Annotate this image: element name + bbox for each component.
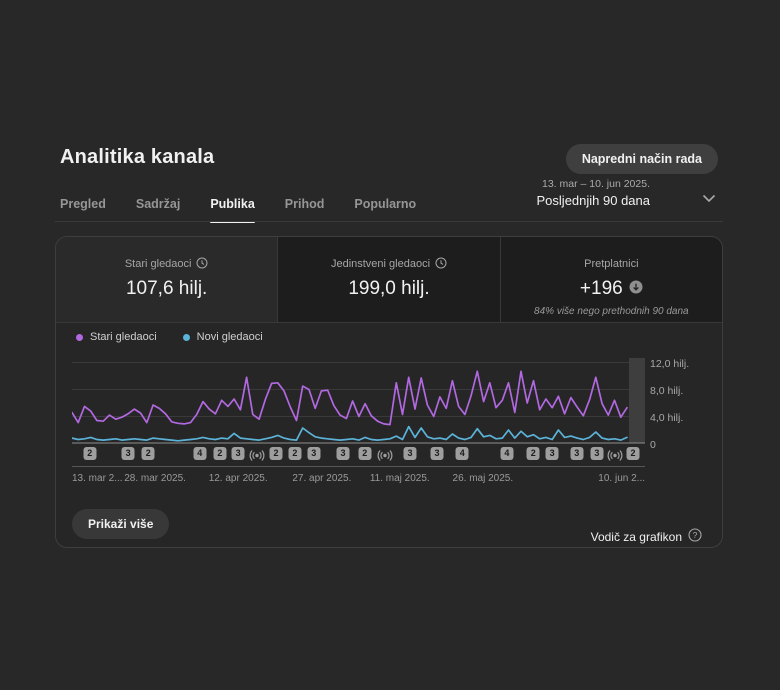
tab-label: Publika (210, 197, 255, 211)
metric-card-stari-gledaoci[interactable]: Stari gledaoci 107,6 hilj. (56, 237, 278, 322)
tab-label: Pregled (60, 197, 106, 211)
chevron-down-icon[interactable] (702, 190, 716, 208)
legend-label: Novi gledaoci (196, 331, 263, 343)
chart-legend: Stari gledaoci Novi gledaoci (76, 331, 263, 343)
audience-analytics-card: Stari gledaoci 107,6 hilj. Jedinstveni g… (55, 236, 723, 548)
video-count-badge[interactable]: 3 (570, 447, 584, 460)
tabs-divider (55, 221, 723, 222)
page-title: Analitika kanala (60, 146, 215, 168)
clock-icon (435, 257, 447, 272)
clock-icon (196, 257, 208, 272)
metric-card-jedinstveni-gledaoci[interactable]: Jedinstveni gledaoci 199,0 hilj. (277, 237, 500, 322)
x-tick-label: 26. maj 2025. (452, 473, 514, 484)
metric-card-pretplatnici[interactable]: Pretplatnici +196 84% više nego prethodn… (499, 237, 722, 322)
legend-dot-purple (76, 333, 83, 341)
question-circle-icon: ? (688, 528, 702, 545)
video-count-badge[interactable]: 3 (121, 447, 135, 460)
video-count-badge[interactable]: 3 (545, 447, 559, 460)
chart-canvas (71, 358, 645, 444)
metric-value: 107,6 hilj. (125, 278, 208, 299)
y-tick-label: 4,0 hilj. (650, 411, 684, 424)
legend-dot-blue (182, 333, 190, 341)
y-tick-label: 0 (650, 438, 656, 451)
video-count-badge[interactable]: 2 (213, 447, 227, 460)
advanced-mode-button[interactable]: Napredni način rada (565, 144, 718, 174)
tab-popularno[interactable]: Popularno (354, 197, 416, 223)
metric-value: +196 (579, 278, 623, 299)
video-count-badge[interactable]: 2 (358, 447, 372, 460)
video-count-badge[interactable]: 2 (526, 447, 540, 460)
show-more-button[interactable]: Prikaži više (72, 509, 170, 539)
metric-cards-row: Stari gledaoci 107,6 hilj. Jedinstveni g… (56, 237, 722, 323)
line-chart[interactable] (71, 358, 645, 444)
video-count-badge[interactable]: 3 (403, 447, 417, 460)
tab-prihod[interactable]: Prihod (285, 197, 325, 223)
x-axis-labels: 13. mar 2... 28. mar 2025. 12. apr 2025. 27… (72, 473, 645, 487)
metric-comparison-text: 84% više nego prethodnih 90 dana (534, 306, 689, 317)
live-stream-icon[interactable] (249, 448, 266, 466)
metric-value: 199,0 hilj. (348, 278, 430, 299)
metric-title: Jedinstveni gledaoci (330, 258, 431, 270)
video-count-badge[interactable]: 4 (500, 447, 514, 460)
metric-title: Pretplatnici (584, 258, 639, 270)
x-tick-label: 12. apr 2025. (208, 473, 268, 484)
video-count-badge[interactable]: 2 (288, 447, 302, 460)
date-preset-text: Posljednjih 90 dana (536, 193, 650, 208)
arrow-down-circle-icon (629, 278, 643, 300)
video-count-badge[interactable]: 3 (430, 447, 444, 460)
tab-publika[interactable]: Publika (210, 197, 255, 223)
tab-label: Prihod (284, 197, 325, 211)
legend-item-stari-gledaoci: Stari gledaoci (76, 331, 157, 343)
x-tick-label: 11. maj 2025. (369, 473, 430, 484)
live-stream-icon[interactable] (607, 448, 624, 466)
video-count-badge[interactable]: 4 (193, 447, 207, 460)
chart-guide-label: Vodič za grafikon (590, 529, 682, 544)
video-count-badge[interactable]: 3 (231, 447, 245, 460)
tab-label: Sadržaj (135, 197, 181, 211)
tab-pregled[interactable]: Pregled (60, 197, 106, 223)
svg-text:?: ? (693, 530, 698, 540)
video-count-badge[interactable]: 3 (590, 447, 604, 460)
date-range-selector[interactable]: 13. mar – 10. jun 2025. Posljednjih 90 d… (537, 178, 650, 208)
live-stream-icon[interactable] (376, 448, 393, 466)
analytics-tabs: Pregled Sadržaj Publika Prihod Popularno (60, 197, 416, 223)
video-count-badge[interactable]: 3 (307, 447, 321, 460)
chart-guide-link[interactable]: Vodič za grafikon ? (591, 528, 702, 545)
x-tick-label: 28. mar 2025. (124, 473, 186, 484)
video-count-badge[interactable]: 2 (141, 447, 155, 460)
x-tick-label: 27. apr 2025. (292, 473, 352, 484)
legend-item-novi-gledaoci: Novi gledaoci (182, 331, 263, 343)
y-tick-label: 12,0 hilj. (650, 357, 690, 370)
video-count-badge[interactable]: 4 (455, 447, 469, 460)
video-count-badge[interactable]: 2 (269, 447, 283, 460)
x-tick-label: 10. jun 2... (598, 473, 645, 484)
x-tick-label: 13. mar 2... (72, 473, 123, 484)
x-axis-line (72, 466, 645, 467)
video-count-badge[interactable]: 2 (626, 447, 640, 460)
tab-sadrzaj[interactable]: Sadržaj (136, 197, 180, 223)
tab-label: Popularno (354, 197, 417, 211)
y-tick-label: 8,0 hilj. (650, 384, 684, 397)
metric-title: Stari gledaoci (124, 258, 192, 270)
legend-label: Stari gledaoci (90, 331, 157, 343)
video-count-badge[interactable]: 2 (83, 447, 97, 460)
video-count-badge[interactable]: 3 (336, 447, 350, 460)
date-range-text: 13. mar – 10. jun 2025. (542, 178, 650, 190)
